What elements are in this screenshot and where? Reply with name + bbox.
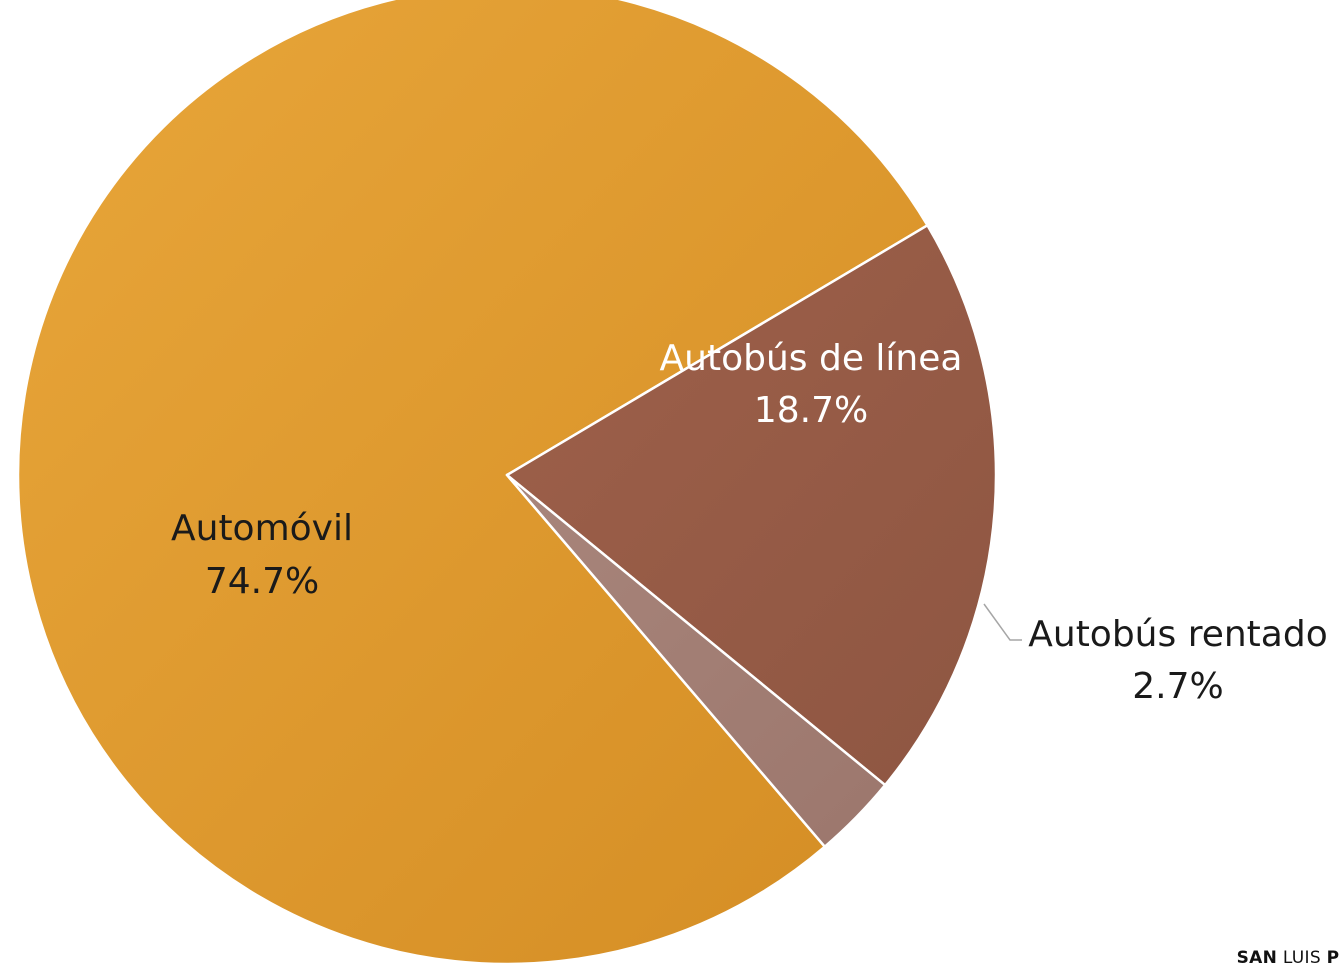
footer-brand-logo: SAN LUIS POTOSÍ bbox=[1237, 948, 1340, 968]
slice-category-label-autobus-de-linea: Autobús de línea bbox=[660, 338, 963, 379]
pie-slice-autobus-rentado bbox=[505, 473, 887, 848]
slice-category-label-autobus-rentado: Autobús rentado bbox=[1028, 614, 1327, 655]
slice-value-label-autobus-rentado: 2.7% bbox=[1132, 666, 1223, 707]
slice-value-label-autobus-de-linea: 18.7% bbox=[754, 390, 868, 431]
brand-word-potosi: POTOSÍ bbox=[1326, 948, 1340, 968]
slice-value-label-automovil: 74.7% bbox=[205, 561, 319, 602]
leader-line-autobus-rentado bbox=[983, 603, 1022, 641]
brand-word-san: SAN bbox=[1236, 948, 1278, 968]
pie-slice-automovil bbox=[16, 0, 929, 966]
slice-category-label-automovil: Automóvil bbox=[171, 508, 353, 549]
pie-slice-autobus-de-linea bbox=[505, 224, 998, 787]
brand-word-luis: LUIS bbox=[1282, 948, 1321, 968]
